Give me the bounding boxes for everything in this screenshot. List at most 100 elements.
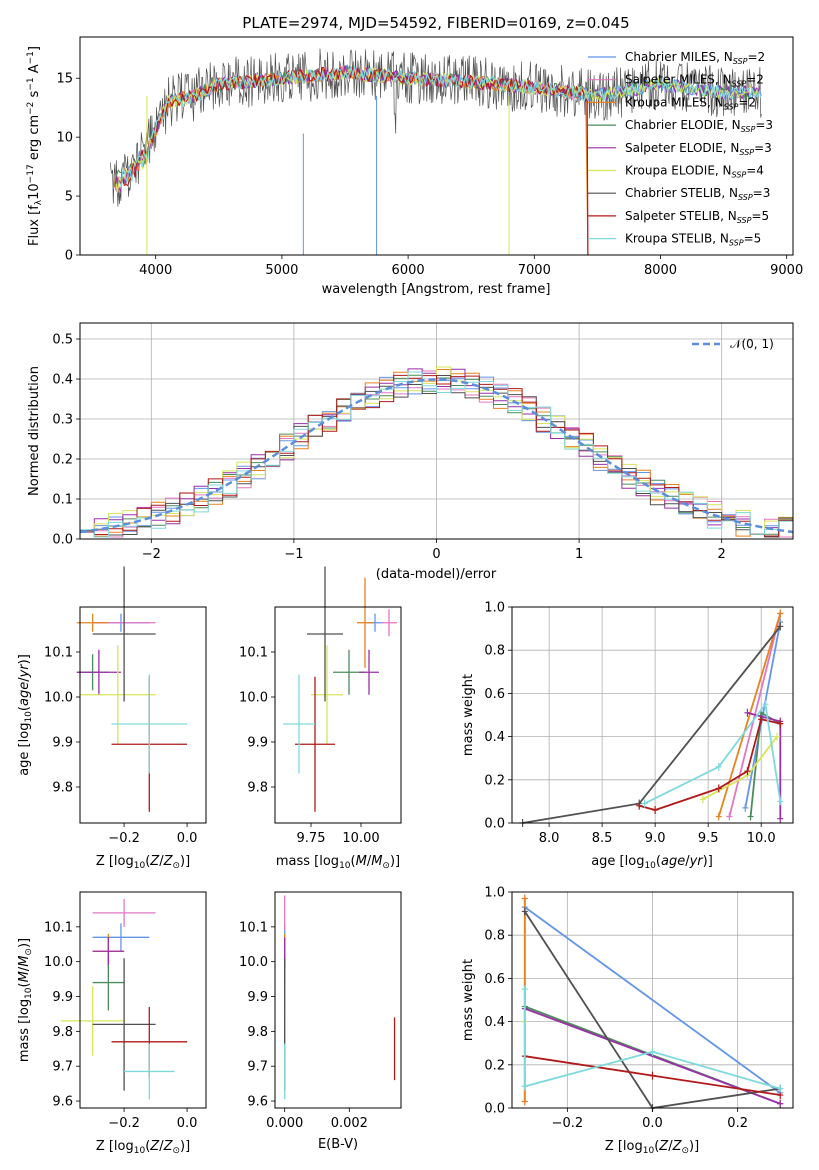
y-tick-label: 10.0 <box>44 955 73 970</box>
weight-vs-age-xlabel: age [log10(age/yr)] <box>591 854 713 871</box>
y-tick-label: 10.1 <box>44 646 73 661</box>
y-tick-label: 10.1 <box>44 920 73 935</box>
spectrum-lines <box>109 48 762 256</box>
legend-label: Salpeter ELODIE, NSSP=3 <box>625 141 772 157</box>
x-tick-label: −0.2 <box>108 831 140 846</box>
age-vs-mass-ticks: 9.75 10.00 9.8 9.9 10.0 10.1 <box>239 646 380 847</box>
x-tick-label: 2 <box>718 547 726 562</box>
y-tick-label: 0.2 <box>484 773 505 788</box>
y-tick-label: 10.0 <box>239 691 268 706</box>
weight-line <box>523 989 781 1090</box>
weight-vs-Z-xlabel: Z [log10(Z/Z⊙)] <box>605 1139 699 1156</box>
weight-line <box>522 625 782 824</box>
legend-label: Salpeter MILES, NSSP=2 <box>625 73 764 89</box>
weight-vs-age-lines <box>519 609 784 827</box>
spectrum-plot-frame <box>79 36 794 256</box>
x-tick-label: 8.5 <box>592 831 613 846</box>
y-tick-label: 9.6 <box>52 1095 73 1110</box>
weight-vs-age-panel: 8.0 8.5 9.0 9.5 10.0 0.0 0.2 0.4 0.6 0.8 1.0 age [… <box>461 601 794 871</box>
y-tick-label: 9.6 <box>247 1095 268 1110</box>
x-tick-label: −0.2 <box>108 1116 140 1131</box>
weight-vs-age-grid <box>512 606 793 824</box>
y-tick-label: 0.6 <box>484 687 505 702</box>
x-tick-label: 0.0 <box>177 831 198 846</box>
legend-label: Salpeter STELIB, NSSP=5 <box>625 209 769 225</box>
y-tick-label: 15 <box>56 72 73 87</box>
x-tick-label: 8000 <box>644 263 677 278</box>
spectrum-legend: Chabrier MILES, NSSP=2 Salpeter MILES, NS… <box>588 50 773 248</box>
weight-vs-Z-lines <box>521 894 784 1112</box>
y-tick-label: 0.8 <box>484 644 505 659</box>
x-tick-label: 9.75 <box>297 831 326 846</box>
x-tick-label: 5000 <box>265 263 298 278</box>
age-vs-mass-panel: 9.75 10.00 9.8 9.9 10.0 10.1 mass [log10(M/M⊙… <box>239 566 402 871</box>
age-vs-Z-frame <box>79 606 207 824</box>
x-tick-label: 0.002 <box>331 1116 368 1131</box>
residuals-ylabel: Normed distribution <box>27 366 42 496</box>
weight-vs-age-frame <box>511 606 794 824</box>
x-tick-label: 10.00 <box>342 831 379 846</box>
y-tick-label: 10.0 <box>239 955 268 970</box>
y-tick-label: 9.9 <box>52 990 73 1005</box>
mass-vs-Z-ticks: −0.2 0.0 9.6 9.7 9.8 9.9 10.0 10.1 <box>44 920 197 1131</box>
weight-vs-Z-ylabel: mass weight <box>461 959 476 1041</box>
mass-vs-ebv-ticks: 0.000 0.002 9.6 9.7 9.8 9.9 10.0 10.1 <box>239 920 368 1131</box>
y-tick-label: 5 <box>65 190 73 205</box>
age-vs-Z-ylabel: age [log10(age/yr)] <box>17 654 34 776</box>
x-tick-label: −2 <box>142 547 161 562</box>
y-tick-label: 0 <box>65 249 73 264</box>
x-tick-label: −0.2 <box>552 1116 584 1131</box>
residuals-ticks: −2 −1 0 1 2 0.0 0.1 0.2 0.3 0.4 0.5 <box>52 333 726 563</box>
legend-label: Kroupa MILES, NSSP=2 <box>625 95 756 111</box>
y-tick-label: 0.5 <box>52 333 73 348</box>
mass-vs-Z-points <box>61 898 188 1100</box>
residuals-grid <box>80 323 793 540</box>
legend-label: Kroupa ELODIE, NSSP=4 <box>625 164 764 180</box>
x-tick-label: 0.0 <box>177 1116 198 1131</box>
age-vs-mass-frame <box>274 606 402 824</box>
y-tick-label: 0.6 <box>484 972 505 987</box>
residuals-panel: −2 −1 0 1 2 0.0 0.1 0.2 0.3 0.4 0.5 (data-model)/e… <box>27 322 794 582</box>
y-tick-label: 9.8 <box>247 1025 268 1040</box>
age-vs-Z-panel: −0.2 0.0 9.8 9.9 10.0 10.1 Z [log10(Z/Z⊙)] ag… <box>17 566 207 871</box>
x-tick-label: 9.5 <box>698 831 719 846</box>
y-tick-label: 0.3 <box>52 413 73 428</box>
age-vs-Z-xlabel: Z [log10(Z/Z⊙)] <box>96 854 190 871</box>
y-tick-label: 0.4 <box>52 373 73 388</box>
spectrum-ticks: 4000 5000 6000 7000 8000 9000 0 5 10 15 <box>56 72 803 278</box>
spectrum-line <box>117 65 762 188</box>
x-tick-label: 0.0 <box>642 1116 663 1131</box>
y-tick-label: 9.8 <box>247 781 268 796</box>
x-tick-label: 9.0 <box>645 831 666 846</box>
age-vs-Z-points <box>76 566 188 812</box>
normal-curve <box>79 378 794 534</box>
x-tick-label: 0.000 <box>266 1116 303 1131</box>
legend-label: Chabrier MILES, NSSP=2 <box>625 50 765 66</box>
weight-vs-Z-ticks: −0.2 0.0 0.2 0.0 0.2 0.4 0.6 0.8 1.0 <box>484 886 748 1132</box>
mass-vs-Z-frame <box>79 891 207 1109</box>
figure-title: PLATE=2974, MJD=54592, FIBERID=0169, z=0… <box>242 14 629 32</box>
x-tick-label: 0 <box>432 547 440 562</box>
y-tick-label: 10.1 <box>239 920 268 935</box>
mass-vs-Z-panel: −0.2 0.0 9.6 9.7 9.8 9.9 10.0 10.1 Z [log10(Z/Z… <box>17 891 207 1156</box>
mass-vs-Z-xlabel: Z [log10(Z/Z⊙)] <box>96 1139 190 1156</box>
y-tick-label: 0.2 <box>484 1058 505 1073</box>
x-tick-label: −1 <box>284 547 303 562</box>
weight-vs-age-ticks: 8.0 8.5 9.0 9.5 10.0 0.0 0.2 0.4 0.6 0.8 1.0 <box>484 601 775 847</box>
mass-vs-Z-ylabel: mass [log10(M/M⊙)] <box>17 938 34 1062</box>
y-tick-label: 0.1 <box>52 493 73 508</box>
y-tick-label: 0.0 <box>52 533 73 548</box>
x-tick-label: 10.0 <box>747 831 776 846</box>
x-tick-label: 6000 <box>392 263 425 278</box>
y-tick-label: 10.1 <box>239 646 268 661</box>
spectrum-line <box>116 66 589 256</box>
spectrum-panel: 4000 5000 6000 7000 8000 9000 0 5 10 15 wavelengt… <box>26 36 803 297</box>
y-tick-label: 9.8 <box>52 1025 73 1040</box>
spectrum-xlabel: wavelength [Angstrom, rest frame] <box>322 282 551 297</box>
age-vs-Z-ticks: −0.2 0.0 9.8 9.9 10.0 10.1 <box>44 646 197 847</box>
weight-vs-age-ylabel: mass weight <box>461 674 476 756</box>
y-tick-label: 0.4 <box>484 730 505 745</box>
weight-line <box>638 718 781 811</box>
mass-vs-ebv-points <box>284 895 396 1100</box>
residual-histogram <box>80 374 793 537</box>
